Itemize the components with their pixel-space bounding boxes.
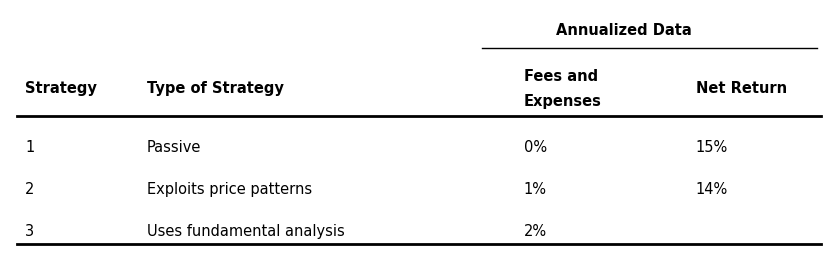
Text: Fees and: Fees and xyxy=(524,69,597,84)
Text: Expenses: Expenses xyxy=(524,94,602,109)
Text: 1: 1 xyxy=(25,140,34,155)
Text: Uses fundamental analysis: Uses fundamental analysis xyxy=(147,224,344,239)
Text: 14%: 14% xyxy=(696,182,727,197)
Text: Strategy: Strategy xyxy=(25,81,97,97)
Text: 15%: 15% xyxy=(696,140,727,155)
Text: Passive: Passive xyxy=(147,140,201,155)
Text: Annualized Data: Annualized Data xyxy=(556,23,692,38)
Text: 2: 2 xyxy=(25,182,34,197)
Text: 1%: 1% xyxy=(524,182,546,197)
Text: Exploits price patterns: Exploits price patterns xyxy=(147,182,312,197)
Text: 2%: 2% xyxy=(524,224,547,239)
Text: Net Return: Net Return xyxy=(696,81,787,97)
Text: 3: 3 xyxy=(25,224,34,239)
Text: 0%: 0% xyxy=(524,140,547,155)
Text: Type of Strategy: Type of Strategy xyxy=(147,81,283,97)
